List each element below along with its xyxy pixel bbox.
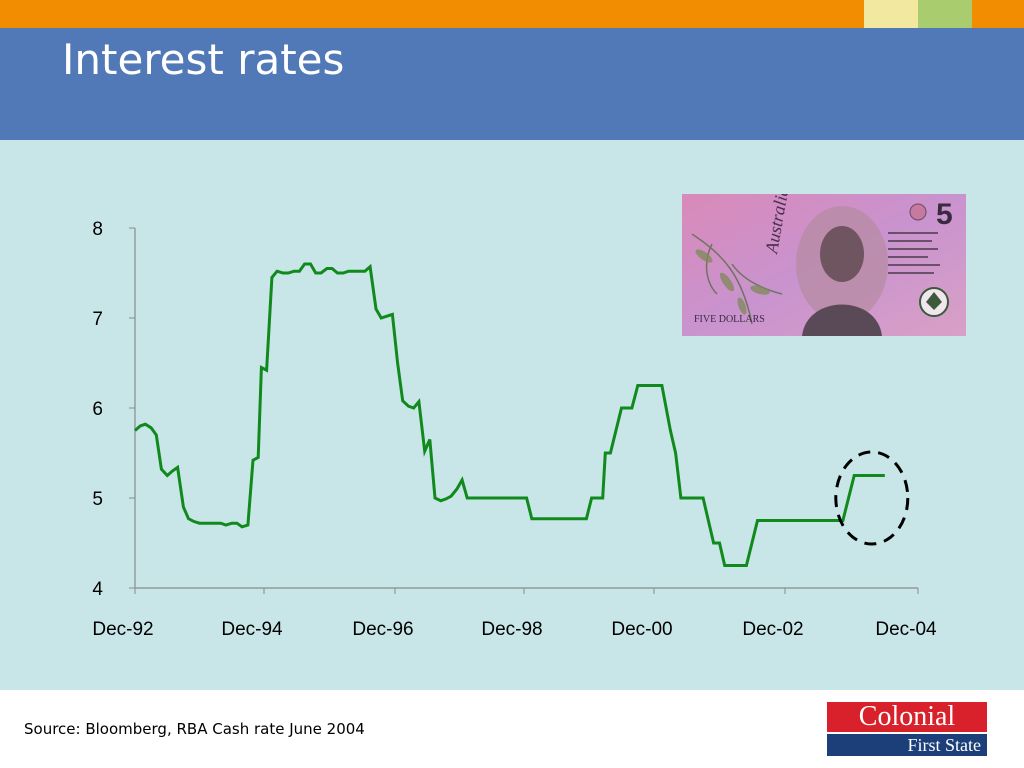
- y-tick-label: 4: [92, 579, 103, 600]
- x-tick-label: Dec-00: [611, 619, 672, 640]
- x-tick-label: Dec-94: [221, 619, 283, 640]
- x-tick-label: Dec-02: [742, 619, 803, 640]
- svg-text:FIVE DOLLARS: FIVE DOLLARS: [694, 314, 765, 325]
- x-tick-label: Dec-96: [352, 619, 413, 640]
- top-bar-orange: [0, 0, 864, 28]
- y-tick-label: 5: [92, 489, 103, 510]
- colonial-first-state-logo: Colonial First State: [827, 702, 987, 756]
- top-bar-swatch-green: [918, 0, 972, 28]
- logo-line-2: First State: [827, 734, 987, 756]
- y-tick-label: 7: [92, 309, 103, 330]
- series-line-cash-rate: [134, 262, 885, 567]
- interest-rate-chart: 4 5 6 7 8 Dec-92 Dec-94 Dec-96 Dec-98 Dec-00 Dec-…: [92, 219, 937, 640]
- x-tick-label: Dec-04: [875, 619, 937, 640]
- y-tick-label: 6: [92, 399, 103, 420]
- title-banner: [0, 28, 1024, 140]
- source-note: Source: Bloomberg, RBA Cash rate June 20…: [24, 720, 365, 738]
- highlight-dashed-circle: [834, 450, 910, 546]
- svg-text:5: 5: [936, 198, 953, 231]
- x-tick-label: Dec-98: [481, 619, 542, 640]
- y-tick-label: 8: [92, 219, 103, 240]
- logo-line-1: Colonial: [827, 702, 987, 732]
- top-bar-swatch-yellow: [864, 0, 918, 28]
- x-tick-label: Dec-92: [92, 619, 153, 640]
- slide-title: Interest rates: [62, 35, 345, 84]
- top-bar-orange-right: [972, 0, 1024, 28]
- top-accent-bar: [0, 0, 1024, 28]
- australian-five-dollar-note-image: Australia 5 FIVE DOLLARS: [682, 194, 966, 336]
